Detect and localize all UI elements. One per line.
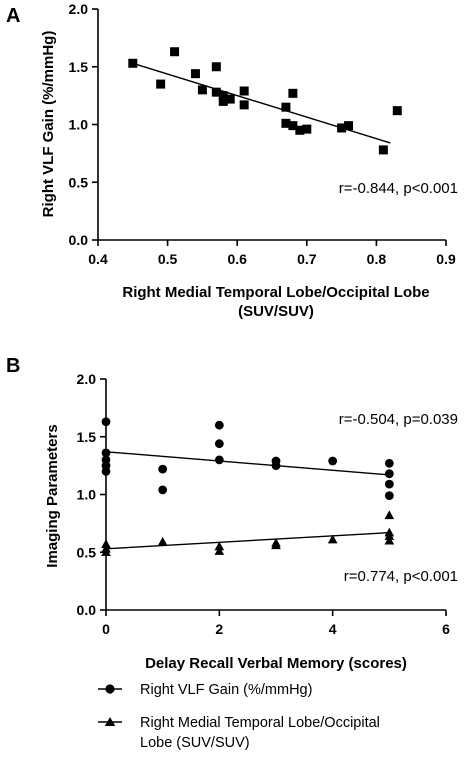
panel-a-data-point [156, 79, 166, 89]
panel-b-mtl-data-point [384, 531, 395, 540]
panel-a-y-tick-label: 2.0 [69, 1, 89, 17]
panel-b-mtl-data-point [327, 534, 338, 544]
panel-b-vlf-data-point [384, 458, 394, 468]
panel-a-data-point [302, 124, 312, 134]
panel-b-x-tick-label: 6 [442, 621, 450, 637]
panel-a-y-tick-label: 0.5 [69, 174, 89, 190]
panel-b-vlf-fit-line [105, 451, 390, 476]
panel-b-x-axis-title: Delay Recall Verbal Memory (scores) [145, 655, 407, 672]
panel-b-vlf-data-point [384, 491, 394, 501]
panel-a-y-tick-label: 1.0 [69, 117, 89, 133]
panel-a-letter: A [6, 5, 20, 27]
panel-b-x-tick-label: 0 [102, 621, 110, 637]
panel-b-vlf-data-point [384, 479, 394, 489]
panel-a-data-point [378, 145, 388, 155]
panel-a-data-point [218, 91, 228, 101]
panel-a-y-tick-label: 0.0 [69, 232, 89, 248]
panel-b-y-tick-label: 2.0 [77, 371, 97, 387]
panel-b-y-tick-label: 1.0 [77, 487, 97, 503]
panel-b-mtl-data-point [384, 535, 395, 545]
panel-a-x-tick-label: 0.6 [227, 251, 247, 267]
legend-mtl-label-line-2: Lobe (SUV/SUV) [140, 735, 250, 751]
panel-a-x-tick-label: 0.8 [367, 251, 387, 267]
panel-b-mtl-data-point [157, 536, 168, 546]
panel-b-vlf-data-point [158, 485, 168, 495]
panel-a-data-point [392, 106, 402, 116]
panel-b-mtl-data-point [384, 510, 395, 520]
panel-b-mtl-data-point [101, 547, 111, 557]
panel-b-mtl-data-point [214, 546, 225, 555]
panel-a-data-point [288, 121, 298, 131]
panel-a-correlation-annotation: r=-0.844, p<0.001 [339, 180, 458, 197]
panel-a-data-point [225, 94, 235, 104]
panel-a-x-tick-label: 0.7 [297, 251, 317, 267]
legend-mtl-label-line-1: Right Medial Temporal Lobe/Occipital [140, 715, 380, 731]
panel-a: A Right VLF Gain (%/mmHg) Right Medial T… [6, 1, 458, 320]
panel-b-vlf-data-point [101, 467, 111, 476]
panel-a-data-point [170, 47, 180, 57]
panel-b-vlf-data-point [214, 420, 224, 430]
panel-a-x-tick-label: 0.5 [158, 251, 178, 267]
panel-a-data-point [288, 88, 298, 98]
panel-a-x-axis-title-line-2: (SUV/SUV) [238, 303, 314, 320]
panel-b-vlf-data-point [384, 469, 394, 479]
panel-b-vlf-correlation-annotation: r=-0.504, p=0.039 [339, 411, 458, 428]
panel-a-data-point [211, 87, 221, 97]
legend-vlf-circle-marker [105, 684, 115, 694]
panel-b-vlf-data-point [101, 417, 111, 427]
panel-b-mtl-data-point [101, 539, 111, 548]
panel-b-x-tick-label: 4 [329, 621, 337, 637]
panel-b-mtl-fit-line [105, 531, 390, 550]
panel-b-vlf-data-point [328, 456, 338, 466]
panel-b-y-tick-label: 1.5 [77, 429, 97, 445]
legend: Right VLF Gain (%/mmHg) Right Medial Tem… [98, 682, 380, 751]
panel-b: B Imaging Parameters Delay Recall Verbal… [6, 355, 458, 672]
panel-a-data-point [197, 85, 207, 95]
legend-vlf-label: Right VLF Gain (%/mmHg) [140, 682, 312, 698]
panel-b-y-tick-label: 0.5 [77, 544, 97, 560]
panel-b-vlf-data-point [101, 448, 111, 458]
panel-a-data-point [239, 86, 249, 96]
panel-a-x-tick-label: 0.4 [88, 251, 108, 267]
panel-a-data-point [337, 123, 347, 133]
panel-b-letter: B [6, 355, 20, 377]
panel-a-data-point [190, 69, 200, 79]
panel-b-vlf-data-point [214, 439, 224, 449]
panel-a-x-tick-label: 0.9 [436, 251, 456, 267]
panel-b-vlf-data-point [158, 464, 168, 474]
panel-b-mtl-data-point [214, 541, 225, 551]
panel-b-vlf-data-point [271, 461, 281, 471]
panel-a-data-point [281, 102, 291, 112]
panel-a-fit-line [132, 62, 391, 144]
panel-a-data-point [344, 121, 354, 131]
panel-b-y-tick-label: 0.0 [77, 602, 97, 618]
panel-b-vlf-data-point [214, 455, 224, 465]
panel-b-y-axis-title: Imaging Parameters [44, 424, 61, 567]
panel-b-mtl-correlation-annotation: r=0.774, p<0.001 [344, 568, 458, 585]
panel-a-y-axis-title: Right VLF Gain (%/mmHg) [40, 31, 57, 218]
panel-a-data-point [239, 100, 249, 110]
panel-a-data-point [128, 58, 138, 68]
panel-a-data-point [218, 96, 228, 106]
panel-a-data-point [295, 125, 305, 135]
panel-b-x-tick-label: 2 [215, 621, 223, 637]
panel-a-data-point [281, 118, 291, 128]
panel-b-mtl-data-point [271, 540, 281, 550]
panel-a-x-axis-title-line-1: Right Medial Temporal Lobe/Occipital Lob… [122, 284, 429, 301]
legend-mtl-triangle-marker [104, 717, 116, 726]
panel-a-data-point [211, 62, 221, 72]
panel-a-y-tick-label: 1.5 [69, 59, 89, 75]
